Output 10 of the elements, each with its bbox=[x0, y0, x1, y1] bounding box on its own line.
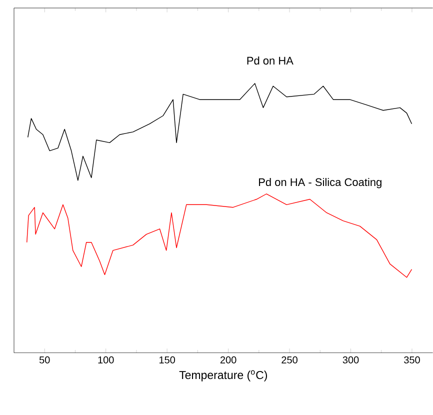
x-tick-label: 300 bbox=[342, 356, 359, 364]
x-tick-label: 200 bbox=[220, 356, 236, 364]
x-tick-label: 250 bbox=[282, 356, 298, 364]
x-axis-title: Temperature ($^{o}$C) bbox=[179, 370, 268, 382]
x-tick-label: 350 bbox=[404, 356, 420, 364]
x-tick-label: 100 bbox=[98, 356, 114, 364]
series-label: Pd on HA - Silica Coating bbox=[259, 178, 382, 188]
series-label: Pd on HA bbox=[247, 56, 294, 65]
x-tick-label: 150 bbox=[160, 356, 176, 364]
x-tick-label: 50 bbox=[39, 356, 50, 364]
